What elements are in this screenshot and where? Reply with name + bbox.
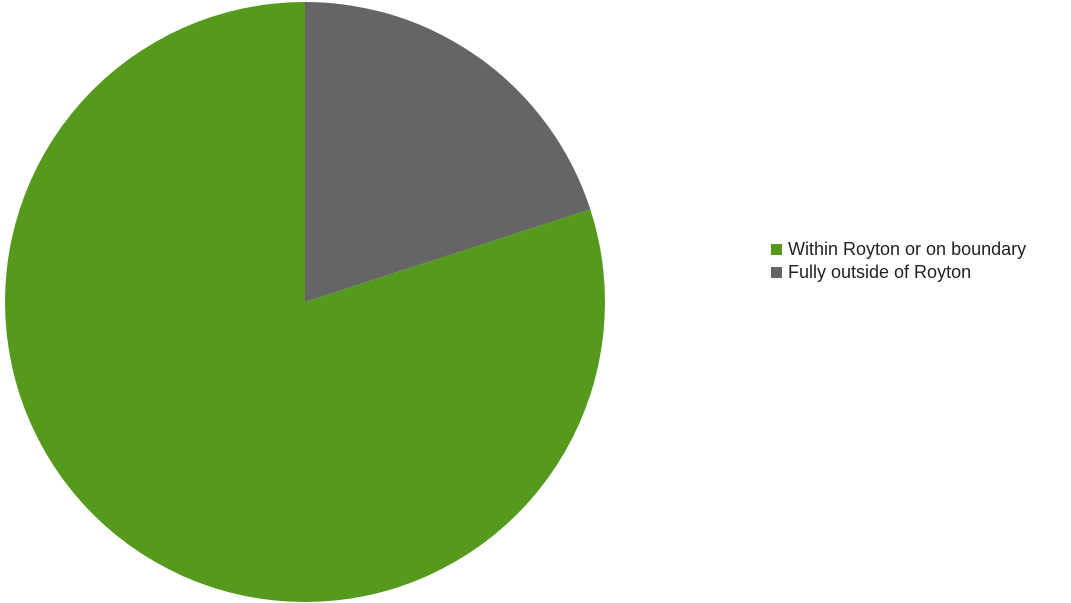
pie-slice-outside-royton	[305, 2, 591, 302]
pie-plot-area	[4, 2, 605, 602]
legend-item-outside-royton: Fully outside of Royton	[771, 261, 1026, 284]
legend-item-within-royton: Within Royton or on boundary	[771, 238, 1026, 261]
chart-legend: Within Royton or on boundary Fully outsi…	[771, 238, 1026, 284]
pie-slice-within-royton	[4, 2, 605, 602]
legend-swatch-within-royton	[771, 244, 782, 255]
legend-swatch-outside-royton	[771, 267, 782, 278]
legend-label-outside-royton: Fully outside of Royton	[788, 262, 972, 282]
legend-label-within-royton: Within Royton or on boundary	[788, 239, 1027, 259]
